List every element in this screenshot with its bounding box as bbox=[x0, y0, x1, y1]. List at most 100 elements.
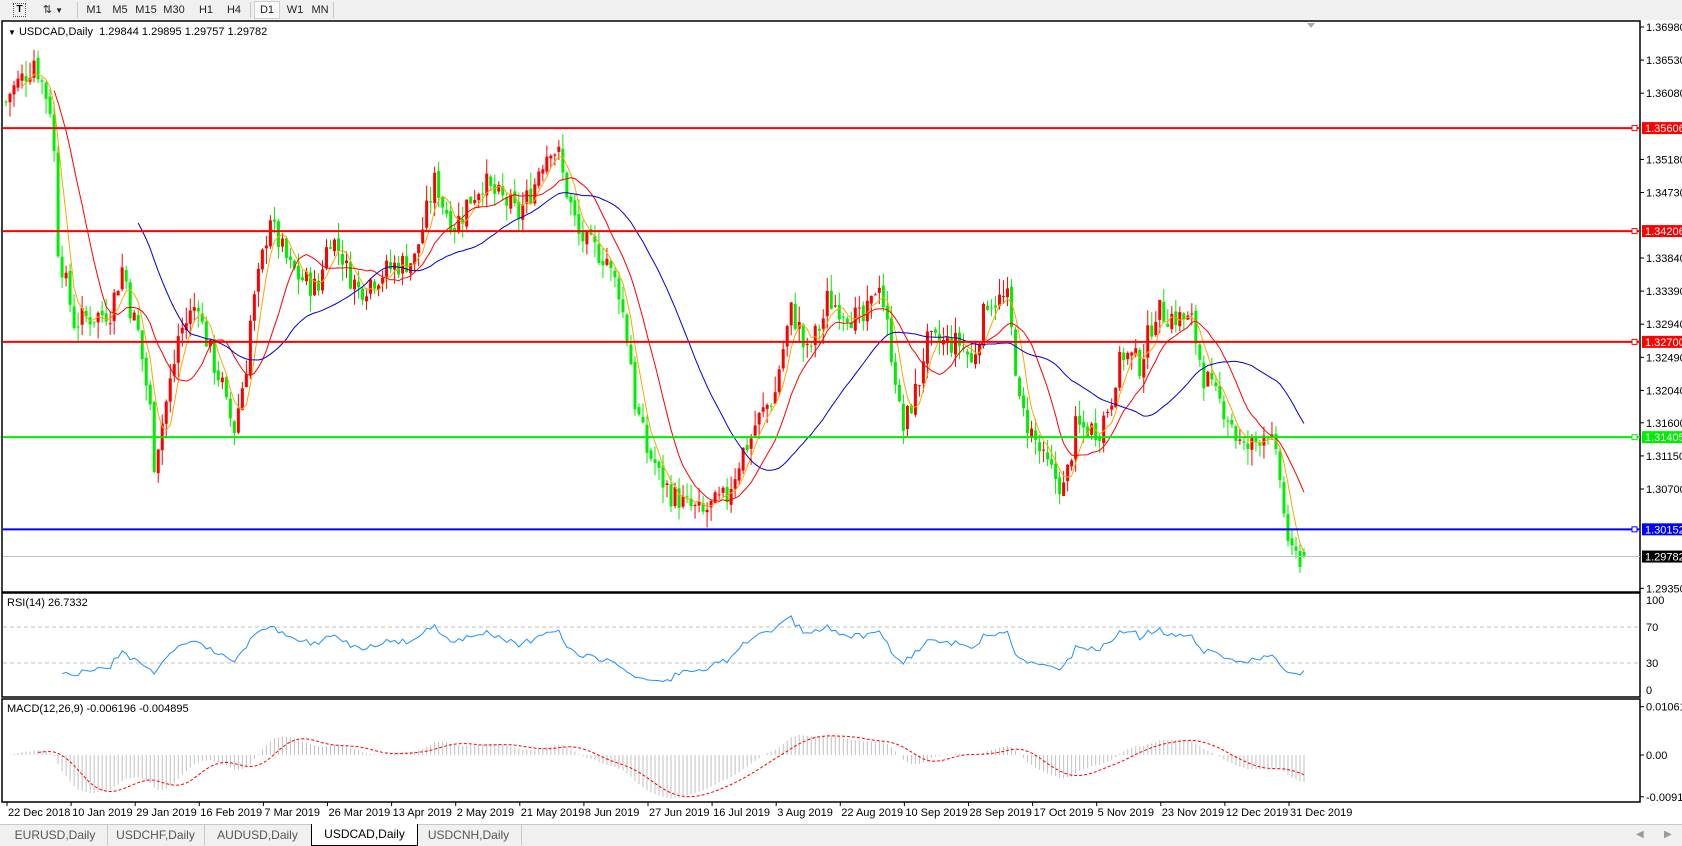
chevron-down-icon: ▼ bbox=[55, 6, 64, 15]
candle bbox=[1198, 342, 1202, 367]
price-tick-label: 1.34730 bbox=[1646, 188, 1682, 200]
tab-usdchf[interactable]: USDCHF,Daily bbox=[107, 825, 205, 845]
candle-body bbox=[16, 78, 20, 88]
candle-body bbox=[457, 216, 461, 233]
candle bbox=[1194, 304, 1198, 355]
candle-body bbox=[52, 114, 56, 152]
candle-body bbox=[329, 247, 332, 249]
candle-body bbox=[705, 509, 709, 513]
candle bbox=[825, 277, 829, 329]
candle-body bbox=[413, 253, 417, 265]
candle bbox=[337, 223, 341, 266]
candle bbox=[300, 270, 304, 282]
date-tick-label: 23 Nov 2019 bbox=[1162, 807, 1224, 819]
candle bbox=[68, 263, 72, 312]
candle bbox=[1002, 280, 1006, 304]
date-tick-label: 12 Dec 2019 bbox=[1226, 807, 1288, 819]
horizontal-line-price-label: 1.31405 bbox=[1645, 432, 1682, 444]
candle-body bbox=[112, 292, 116, 322]
timeframe-m15[interactable]: M15 bbox=[135, 4, 157, 16]
candle-body bbox=[268, 220, 272, 247]
tab-usdcnh[interactable]: USDCNH,Daily bbox=[416, 825, 522, 845]
candle bbox=[601, 247, 605, 279]
candle-body bbox=[717, 494, 721, 496]
candle bbox=[685, 483, 689, 504]
candle-body bbox=[845, 318, 849, 323]
candle-body bbox=[1246, 443, 1250, 449]
candle bbox=[537, 167, 541, 189]
candle-body bbox=[505, 196, 509, 206]
candle-body bbox=[1254, 437, 1258, 442]
candle-body bbox=[1086, 426, 1090, 437]
candle-body bbox=[697, 501, 701, 506]
timeframe-h1[interactable]: H1 bbox=[198, 4, 214, 16]
candle bbox=[196, 300, 200, 328]
candle bbox=[621, 286, 625, 319]
candle bbox=[1050, 444, 1054, 469]
candle bbox=[1210, 357, 1214, 386]
candle-body bbox=[1114, 387, 1118, 408]
chart-window[interactable]: 1.35606 1.34206 1.32700 1.31405 1.30152 1.297… bbox=[0, 20, 1682, 824]
candle bbox=[80, 295, 84, 336]
candle bbox=[553, 153, 557, 166]
candle-body bbox=[96, 312, 100, 323]
timeframe-m1[interactable]: M1 bbox=[86, 4, 102, 16]
text-tool-icon[interactable]: T bbox=[13, 3, 26, 17]
candle bbox=[677, 477, 681, 520]
candle-body bbox=[597, 244, 601, 263]
candle-body bbox=[861, 305, 865, 322]
candle-body bbox=[1238, 439, 1242, 441]
candle bbox=[517, 192, 521, 232]
price-tick-label: 1.32040 bbox=[1646, 385, 1682, 397]
candle-body bbox=[1062, 482, 1066, 496]
line-handle-icon bbox=[1631, 526, 1638, 533]
candle-body bbox=[849, 322, 853, 328]
tab-eurusd[interactable]: EURUSD,Daily bbox=[3, 825, 108, 845]
macd-tick-label: 0.010615 bbox=[1646, 702, 1682, 714]
candle-body bbox=[1106, 411, 1110, 414]
candle-body bbox=[385, 260, 389, 277]
timeframe-w1[interactable]: W1 bbox=[286, 4, 304, 16]
candle-body bbox=[1002, 296, 1006, 298]
candle bbox=[280, 233, 284, 253]
timeframe-mn[interactable]: MN bbox=[311, 4, 329, 16]
tab-audusd[interactable]: AUDUSD,Daily bbox=[204, 825, 312, 845]
main-pane-border bbox=[1, 20, 1641, 593]
candle bbox=[324, 239, 328, 270]
candle-body bbox=[1250, 436, 1254, 450]
candle bbox=[228, 392, 232, 427]
candle-body bbox=[661, 465, 665, 488]
candle bbox=[44, 81, 48, 114]
candle-body bbox=[469, 196, 473, 204]
collapse-triangle-icon[interactable]: ▼ bbox=[8, 28, 16, 37]
arrows-tool-dropdown[interactable]: ⇅ ▼ bbox=[38, 2, 68, 18]
scroll-right-icon[interactable]: ▶ bbox=[1664, 829, 1672, 840]
candle bbox=[284, 236, 288, 265]
candle-body bbox=[1170, 313, 1174, 330]
tab-usdcad[interactable]: USDCAD,Daily bbox=[311, 824, 418, 846]
candle-body bbox=[449, 210, 453, 231]
candle-body bbox=[869, 295, 873, 304]
candle bbox=[581, 220, 585, 253]
candle-body bbox=[1094, 422, 1098, 440]
scroll-left-icon[interactable]: ◀ bbox=[1636, 829, 1644, 840]
candle bbox=[533, 178, 537, 206]
candle bbox=[184, 307, 188, 340]
candle bbox=[144, 352, 148, 401]
candle bbox=[168, 363, 172, 413]
candle bbox=[965, 348, 969, 368]
candle-body bbox=[68, 270, 72, 305]
candle bbox=[921, 348, 925, 393]
candle bbox=[140, 330, 144, 372]
timeframe-m5[interactable]: M5 bbox=[112, 4, 128, 16]
timeframe-d1[interactable]: D1 bbox=[254, 1, 280, 19]
candle-body bbox=[204, 321, 208, 347]
candle-body bbox=[537, 171, 541, 186]
candle-body bbox=[1110, 405, 1114, 410]
candle bbox=[1026, 397, 1030, 449]
candle-body bbox=[653, 459, 657, 463]
timeframe-m30[interactable]: M30 bbox=[163, 4, 185, 16]
timeframe-h4[interactable]: H4 bbox=[226, 4, 242, 16]
candle-body bbox=[525, 190, 529, 204]
candle bbox=[709, 500, 713, 521]
